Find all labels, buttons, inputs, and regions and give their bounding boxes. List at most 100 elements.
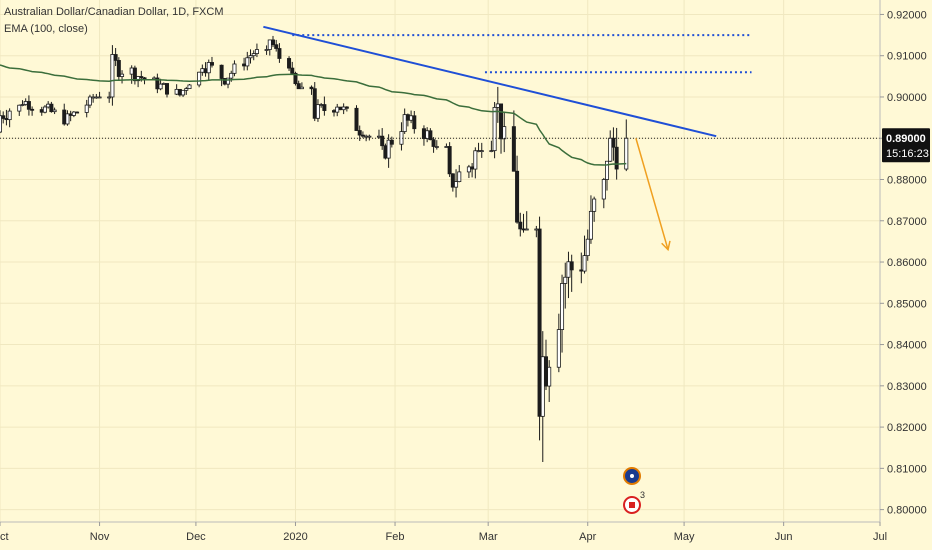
candle-body (470, 166, 475, 170)
projection-arrow-head (661, 240, 671, 252)
candle-body (120, 73, 125, 77)
candle-body (412, 115, 417, 130)
candle-body (26, 101, 31, 110)
event-markers[interactable]: 3 (623, 467, 645, 514)
candle-body (181, 89, 186, 96)
chart-legend: Australian Dollar/Canadian Dollar, 1D, F… (4, 4, 223, 38)
candle-body (152, 77, 157, 80)
resistance-trendline[interactable] (263, 25, 717, 138)
candle-body (229, 72, 234, 79)
price-tag-countdown: 15:16:23 (886, 148, 929, 160)
x-tick-label: Apr (579, 531, 596, 543)
candle-body (479, 150, 484, 153)
y-tick-label: 0.90000 (887, 92, 927, 104)
candle-body (274, 44, 279, 49)
x-tick-label: Feb (386, 531, 405, 543)
candle-body (332, 110, 337, 113)
candle-body (611, 137, 616, 148)
candle-body (197, 71, 202, 86)
y-tick-label: 0.88000 (887, 175, 927, 187)
candle-body (364, 135, 369, 138)
x-tick-label: Jun (775, 531, 793, 543)
candle-body (322, 104, 327, 111)
candle-body (254, 49, 259, 54)
candle-body (209, 62, 214, 66)
candle-body (402, 114, 407, 132)
candle-body (39, 109, 44, 113)
candle-body (405, 114, 410, 121)
x-tick-label: May (674, 531, 695, 543)
y-tick-label: 0.86000 (887, 257, 927, 269)
candle-body (605, 160, 610, 180)
price-tag-box (882, 128, 930, 163)
candle-body (614, 146, 619, 170)
candle-body (556, 329, 561, 368)
candle-body (107, 96, 112, 99)
y-tick-label: 0.81000 (887, 463, 927, 475)
candle-body (267, 39, 272, 50)
candle-body (450, 173, 455, 188)
x-tick-label: Mar (479, 531, 498, 543)
canada-flag-leaf-icon (629, 502, 635, 508)
candle-body (203, 68, 208, 74)
candle-body (46, 103, 51, 108)
candle-body (248, 55, 253, 59)
candle-body (206, 62, 211, 74)
candle-body (592, 198, 597, 212)
candle-body (341, 106, 346, 111)
candle-body (319, 104, 324, 106)
candle-body (560, 283, 565, 330)
candle-body (608, 137, 613, 162)
candle-body (354, 107, 359, 131)
candle-body (489, 150, 494, 153)
candle-body (158, 83, 163, 90)
candle-body (383, 145, 388, 159)
candle-body (251, 53, 256, 57)
y-tick-label: 0.91000 (887, 51, 927, 63)
candle-body (367, 135, 372, 138)
candle-body (547, 366, 552, 387)
candle-body (425, 130, 430, 139)
candle-body (344, 106, 349, 109)
candle-body (62, 109, 67, 125)
candle-body (87, 96, 92, 106)
candle-body (142, 77, 147, 80)
candle-body (1, 115, 6, 119)
candle-body (49, 103, 54, 113)
candle-body (242, 63, 247, 67)
y-tick-label: 0.84000 (887, 340, 927, 352)
x-tick-label: 2020 (283, 531, 307, 543)
candle-body (534, 228, 539, 231)
candle-body (132, 67, 137, 82)
candle-body (110, 54, 115, 98)
candle-body (65, 113, 70, 125)
candle-body (360, 134, 365, 137)
candle-body (601, 179, 606, 200)
candle-body (277, 48, 282, 59)
candle-body (434, 146, 439, 148)
candle-body (264, 49, 269, 51)
candle-body (447, 146, 452, 175)
candle-body (312, 88, 317, 119)
candle-body (287, 58, 292, 69)
candle-body (537, 228, 542, 417)
candle-body (75, 111, 80, 114)
candle-body (376, 135, 381, 138)
candle-body (585, 238, 590, 257)
candle-body (97, 96, 102, 99)
candle-body (357, 130, 362, 136)
candle-body (421, 128, 426, 139)
y-axis-ticks: 0.92000 0.91000 0.90000 0.89000 0.88000 0.870… (880, 9, 927, 517)
candle-body (4, 118, 9, 121)
x-axis-ticks: Oct Nov Dec 2020 Feb Mar Apr May Jun Jul (0, 522, 887, 543)
candle-body (515, 170, 520, 223)
candle-body (7, 110, 12, 121)
candle-body (431, 139, 436, 147)
candle-body (200, 68, 205, 73)
candle-body (502, 126, 507, 140)
candle-body (42, 106, 47, 113)
projection-arrow[interactable] (635, 138, 671, 252)
candle-body (476, 150, 481, 153)
candle-body (518, 221, 523, 230)
